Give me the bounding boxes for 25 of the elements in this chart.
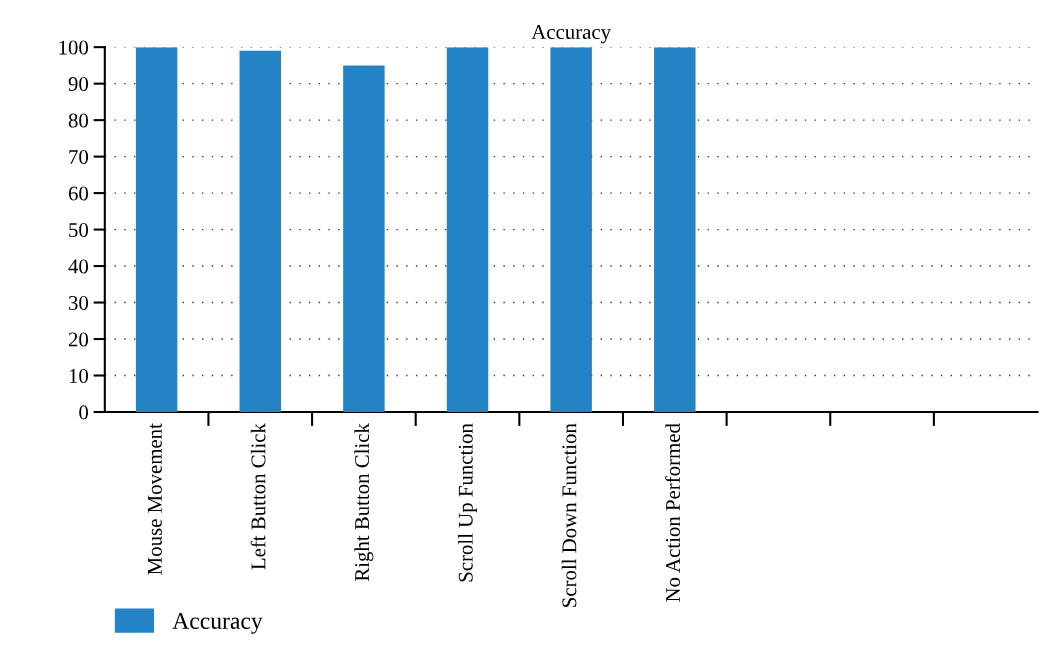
legend-label: Accuracy	[172, 613, 263, 634]
bar	[446, 47, 489, 412]
y-tick-label: 70	[69, 149, 89, 165]
bar	[550, 47, 592, 412]
y-tick-label: 30	[68, 295, 89, 310]
y-tick-label: 10	[69, 368, 89, 383]
y-tick-label: 90	[68, 77, 89, 92]
y-tick-label: 60	[68, 186, 89, 201]
y-tick-label: 0	[79, 405, 89, 420]
y-tick-label: 40	[68, 259, 89, 274]
chart-title: Accuracy	[531, 25, 611, 44]
x-tick-label: Right Button Click	[354, 423, 374, 582]
x-tick-label: No Action Performed	[665, 423, 681, 602]
y-tick-label: 50	[69, 222, 89, 238]
x-tick-label: Left Button Click	[250, 423, 266, 570]
bar	[654, 47, 696, 412]
x-tick-label: Mouse Movement	[147, 423, 162, 575]
bar	[135, 47, 178, 412]
bar	[343, 65, 385, 412]
x-tick-label: Scroll Down Function	[561, 423, 577, 607]
y-tick-label: 80	[68, 113, 89, 128]
x-tick-label: Scroll Up Function	[458, 423, 477, 582]
y-tick-label: 20	[68, 332, 89, 347]
bar	[239, 50, 281, 412]
y-tick-label: 100	[59, 40, 89, 55]
